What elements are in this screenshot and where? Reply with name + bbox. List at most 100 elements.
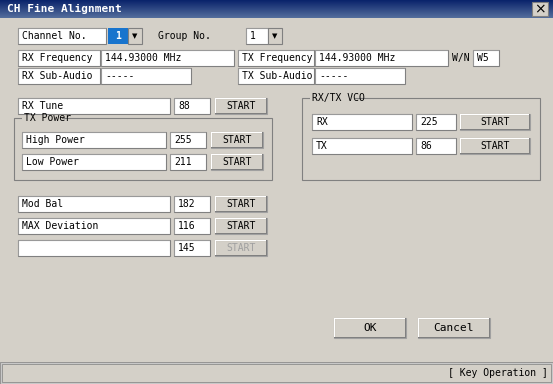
Bar — [266, 98, 267, 114]
Bar — [405, 318, 406, 338]
Bar — [174, 98, 175, 114]
Bar — [215, 196, 267, 212]
Bar — [266, 240, 267, 256]
Bar — [312, 138, 412, 154]
Bar — [418, 318, 490, 338]
Bar — [174, 240, 210, 241]
Bar — [460, 114, 530, 115]
Bar — [238, 68, 314, 69]
Bar — [18, 218, 170, 234]
Text: 145: 145 — [178, 243, 196, 253]
Bar — [315, 50, 316, 66]
Bar — [262, 154, 263, 170]
Bar — [215, 240, 267, 241]
Bar — [174, 218, 210, 234]
Bar — [174, 98, 210, 99]
Bar — [211, 154, 263, 155]
Text: Cancel: Cancel — [434, 323, 474, 333]
Text: ▼: ▼ — [272, 33, 278, 39]
Bar — [211, 147, 263, 148]
Bar — [211, 132, 263, 148]
Bar — [215, 240, 267, 256]
Text: 182: 182 — [178, 199, 196, 209]
Text: TX: TX — [316, 141, 328, 151]
Bar — [128, 28, 142, 44]
Bar — [174, 240, 175, 256]
Text: Channel No.: Channel No. — [22, 31, 87, 41]
Bar — [416, 114, 456, 130]
Bar — [215, 218, 267, 219]
Bar — [315, 68, 405, 69]
Bar — [416, 138, 456, 139]
Text: ▼: ▼ — [132, 33, 138, 39]
Bar — [215, 218, 267, 234]
Bar — [18, 196, 170, 197]
Bar — [460, 114, 461, 130]
Bar — [334, 318, 335, 338]
Bar — [211, 154, 212, 170]
Bar — [18, 28, 106, 44]
Bar — [0, 11, 553, 12]
Bar — [215, 240, 267, 256]
Bar — [22, 154, 166, 170]
Text: START: START — [226, 101, 255, 111]
Bar — [18, 50, 19, 66]
Bar — [22, 154, 166, 155]
Bar — [416, 138, 417, 154]
Bar — [215, 98, 216, 114]
Text: Low Power: Low Power — [26, 157, 79, 167]
Bar — [238, 50, 314, 51]
Bar — [418, 318, 419, 338]
Bar — [418, 318, 490, 319]
Bar — [2, 364, 551, 382]
Bar — [473, 50, 499, 51]
Bar — [211, 154, 263, 170]
Bar — [246, 28, 247, 44]
Text: RX Tune: RX Tune — [22, 101, 63, 111]
Text: -----: ----- — [319, 71, 348, 81]
Bar — [460, 114, 530, 130]
Bar — [0, 15, 553, 16]
Bar — [18, 28, 19, 44]
Bar — [174, 218, 175, 234]
Bar — [529, 114, 530, 130]
Bar — [18, 98, 170, 99]
Text: START: START — [481, 117, 510, 127]
Bar — [266, 196, 267, 212]
Bar — [174, 240, 210, 256]
Bar — [22, 117, 62, 120]
Bar — [174, 196, 210, 212]
Text: [ Key Operation ]: [ Key Operation ] — [448, 368, 548, 378]
Text: High Power: High Power — [26, 135, 85, 145]
Bar — [101, 68, 191, 84]
Text: START: START — [226, 199, 255, 209]
Bar — [0, 12, 553, 13]
Bar — [312, 114, 313, 130]
Text: TX Sub-Audio: TX Sub-Audio — [242, 71, 312, 81]
Bar — [170, 154, 206, 155]
Bar — [315, 68, 316, 84]
Bar — [18, 240, 170, 256]
Bar — [215, 196, 216, 212]
Bar — [0, 362, 553, 384]
Bar — [238, 50, 314, 66]
Bar — [262, 132, 263, 148]
Text: -----: ----- — [105, 71, 134, 81]
Bar — [174, 196, 210, 197]
Bar — [215, 233, 267, 234]
Bar — [238, 50, 239, 66]
Bar — [315, 50, 448, 51]
Bar — [460, 138, 530, 139]
Bar — [18, 196, 19, 212]
Bar — [0, 16, 553, 17]
Bar — [18, 240, 19, 256]
Bar — [215, 218, 216, 234]
Bar — [0, 1, 553, 2]
Bar — [101, 50, 234, 66]
Bar — [18, 50, 100, 51]
Bar — [215, 98, 267, 114]
Text: START: START — [222, 157, 252, 167]
Text: 255: 255 — [174, 135, 192, 145]
Bar — [174, 196, 175, 212]
Bar — [18, 98, 19, 114]
